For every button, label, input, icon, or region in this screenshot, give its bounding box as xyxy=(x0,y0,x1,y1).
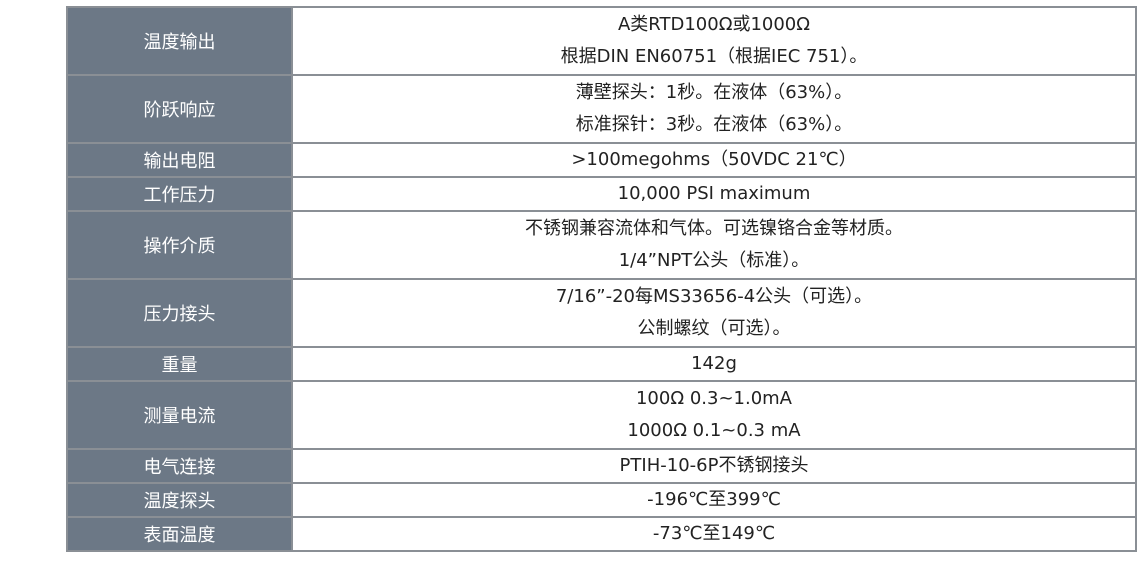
row-label: 表面温度 xyxy=(66,516,293,552)
row-label: 阶跃响应 xyxy=(66,74,293,144)
row-label: 工作压力 xyxy=(66,176,293,212)
table-row: 操作介质 不锈钢兼容流体和气体。可选镍铬合金等材质。 1/4”NPT公头（标准）。 xyxy=(66,210,1137,280)
row-label: 电气连接 xyxy=(66,448,293,484)
table-row: 表面温度 -73℃至149℃ xyxy=(66,516,1137,552)
table-row: 阶跃响应 薄壁探头：1秒。在液体（63%）。 标准探针：3秒。在液体（63%）。 xyxy=(66,74,1137,144)
value-line: 100Ω 0.3~1.0mA xyxy=(635,388,792,409)
table-row: 输出电阻 >100megohms（50VDC 21℃） xyxy=(66,142,1137,178)
row-label: 测量电流 xyxy=(66,380,293,450)
row-value: PTIH-10-6P不锈钢接头 xyxy=(291,448,1137,484)
row-value: 7/16”-20每MS33656-4公头（可选）。 公制螺纹（可选）。 xyxy=(291,278,1137,348)
table-row: 测量电流 100Ω 0.3~1.0mA 1000Ω 0.1~0.3 mA xyxy=(66,380,1137,450)
table-row: 压力接头 7/16”-20每MS33656-4公头（可选）。 公制螺纹（可选）。 xyxy=(66,278,1137,348)
row-value: >100megohms（50VDC 21℃） xyxy=(291,142,1137,178)
spec-table-container: 温度输出 A类RTD100Ω或1000Ω 根据DIN EN60751（根据IEC 7… xyxy=(66,6,1137,552)
table-body: 温度输出 A类RTD100Ω或1000Ω 根据DIN EN60751（根据IEC 7… xyxy=(66,6,1137,552)
row-value: -73℃至149℃ xyxy=(291,516,1137,552)
row-value: 10,000 PSI maximum xyxy=(291,176,1137,212)
value-line: -73℃至149℃ xyxy=(652,523,776,544)
row-label: 压力接头 xyxy=(66,278,293,348)
table-row: 温度输出 A类RTD100Ω或1000Ω 根据DIN EN60751（根据IEC 7… xyxy=(66,6,1137,76)
row-label: 输出电阻 xyxy=(66,142,293,178)
value-line: 根据DIN EN60751（根据IEC 751）。 xyxy=(560,46,868,67)
table-row: 温度探头 -196℃至399℃ xyxy=(66,482,1137,518)
value-line: -196℃至399℃ xyxy=(647,489,781,510)
row-value: 薄壁探头：1秒。在液体（63%）。 标准探针：3秒。在液体（63%）。 xyxy=(291,74,1137,144)
value-line: PTIH-10-6P不锈钢接头 xyxy=(619,455,809,476)
table-row: 工作压力 10,000 PSI maximum xyxy=(66,176,1137,212)
value-line: 1000Ω 0.1~0.3 mA xyxy=(627,420,801,441)
row-label: 温度输出 xyxy=(66,6,293,76)
value-line: 薄壁探头：1秒。在液体（63%）。 xyxy=(575,82,853,103)
value-line: 标准探针：3秒。在液体（63%）。 xyxy=(575,114,853,135)
row-value: -196℃至399℃ xyxy=(291,482,1137,518)
row-value: A类RTD100Ω或1000Ω 根据DIN EN60751（根据IEC 751）。 xyxy=(291,6,1137,76)
row-label: 重量 xyxy=(66,346,293,382)
spec-table: 温度输出 A类RTD100Ω或1000Ω 根据DIN EN60751（根据IEC 7… xyxy=(66,6,1137,552)
table-row: 重量 142g xyxy=(66,346,1137,382)
row-value: 100Ω 0.3~1.0mA 1000Ω 0.1~0.3 mA xyxy=(291,380,1137,450)
value-line: >100megohms（50VDC 21℃） xyxy=(571,149,857,170)
row-label: 操作介质 xyxy=(66,210,293,280)
row-value: 不锈钢兼容流体和气体。可选镍铬合金等材质。 1/4”NPT公头（标准）。 xyxy=(291,210,1137,280)
value-line: A类RTD100Ω或1000Ω xyxy=(617,14,811,35)
table-row: 电气连接 PTIH-10-6P不锈钢接头 xyxy=(66,448,1137,484)
value-line: 公制螺纹（可选）。 xyxy=(637,318,791,339)
row-value: 142g xyxy=(291,346,1137,382)
value-line: 7/16”-20每MS33656-4公头（可选）。 xyxy=(555,286,873,307)
value-line: 不锈钢兼容流体和气体。可选镍铬合金等材质。 xyxy=(525,218,903,239)
value-line: 10,000 PSI maximum xyxy=(617,183,811,204)
value-line: 1/4”NPT公头（标准）。 xyxy=(618,250,810,271)
value-line: 142g xyxy=(691,353,737,374)
row-label: 温度探头 xyxy=(66,482,293,518)
